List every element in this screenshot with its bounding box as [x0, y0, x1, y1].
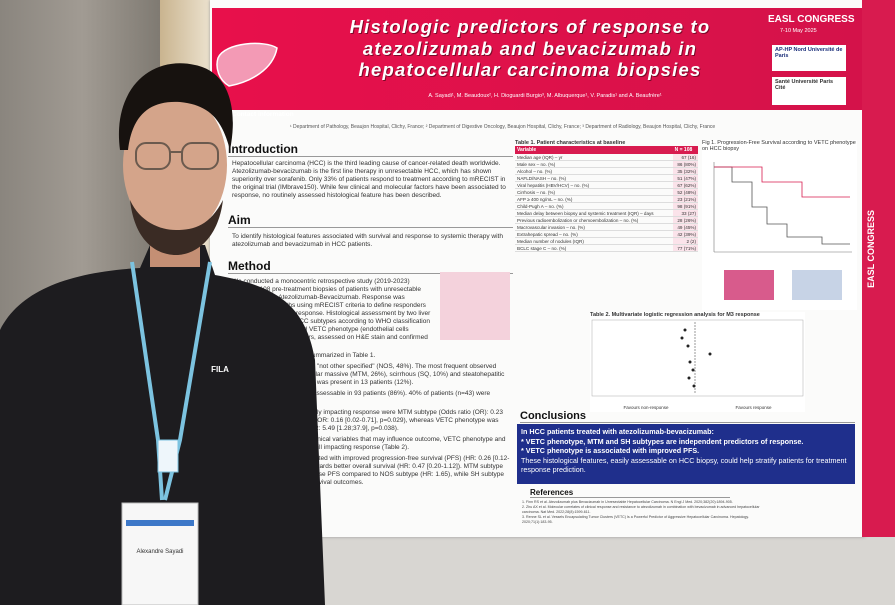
glasses — [181, 142, 219, 170]
table-cell: Male sex – no. (%) — [515, 160, 673, 168]
table-cell: Median delay between biopsy and systemic… — [515, 209, 673, 217]
section-heading: Method — [228, 259, 513, 274]
table-row: Male sex – no. (%) 86 (80%) — [515, 160, 698, 168]
table-cell: BCLC stage C – no. (%) — [515, 244, 673, 252]
table-cell: Macrovascular invasion – no. (%) — [515, 223, 673, 231]
figure1: Fig 1. Progression-Free Survival accordi… — [702, 140, 857, 310]
references: 1. Finn RS et al. Atezolizumab plus Beva… — [522, 500, 762, 525]
table-cell: Extrahepatic spread – no. (%) — [515, 230, 673, 238]
section-heading: Conclusions — [520, 410, 855, 423]
liver-icon — [216, 42, 278, 87]
badge-holder — [157, 439, 179, 473]
table-row: Median number of nodules (IQR) 2 (2) — [515, 237, 698, 245]
table-cell: AFP ≥ 400 ng/mL – no. (%) — [515, 195, 673, 203]
section-text: Hepatocellular carcinoma (HCC) is the th… — [232, 160, 506, 199]
logo: AP-HP Nord Université de Paris — [772, 45, 846, 71]
table-row: Previous radioembolization or chemoembol… — [515, 216, 698, 224]
table-cell: Median age (IQR) – yr — [515, 154, 673, 161]
table-cell: NAFLD/NASH – no. (%) — [515, 174, 673, 182]
table-cell: 51 (47%) — [672, 174, 698, 182]
section-heading: References — [530, 488, 730, 498]
sweater-logo: FILA — [211, 365, 229, 374]
table2: Table 2. Multivariate logistic regressio… — [590, 312, 805, 412]
section-heading: Introduction — [228, 142, 513, 157]
table-title: Table 1. Patient characteristics at base… — [515, 140, 626, 146]
table-row: AFP ≥ 400 ng/mL – no. (%) 23 (21%) — [515, 195, 698, 203]
table-row: BCLC stage C – no. (%) 77 (71%) — [515, 244, 698, 252]
reference: 3. Renne SL et al. Vessels Encapsulating… — [522, 515, 749, 524]
authors: A. Sayadi¹, M. Beaudoux², H. Dioguardi B… — [428, 93, 662, 99]
table-cell: 49 (45%) — [672, 223, 698, 231]
table-cell: 33 (27) — [672, 209, 698, 217]
km-plot — [713, 162, 852, 300]
reference: 2. Zhu AX et al. Molecular correlates of… — [522, 505, 760, 514]
reference: 1. Finn RS et al. Atezolizumab plus Beva… — [522, 500, 733, 504]
table-row: Cirrhosis – no. (%) 52 (48%) — [515, 188, 698, 196]
table-cell: 2 (2) — [672, 237, 698, 245]
results-paragraph: Most HCC were classified as "not other s… — [232, 363, 505, 386]
table-row: Viral hepatitis (HBV/HCV) – no. (%) 67 (6… — [515, 181, 698, 189]
logo: Santé Université Paris Cité — [772, 77, 846, 105]
table-row: Alcohol – no. (%) 35 (32%) — [515, 167, 698, 175]
table-title: Table 2. Multivariate logistic regressio… — [590, 312, 760, 318]
axis-note: Favours response — [735, 405, 772, 410]
conclusion-line: * VETC phenotype, MTM and SH subtypes ar… — [521, 436, 804, 446]
hair — [118, 63, 233, 150]
table-cell: 52 (48%) — [672, 188, 698, 196]
table-cell: 23 (21%) — [672, 195, 698, 203]
table-cell: 35 (32%) — [672, 167, 698, 175]
table-row: Child-Pugh A – no. (%) 98 (91%) — [515, 202, 698, 210]
header-cell: Variable — [515, 146, 673, 154]
table-cell: 42 (39%) — [672, 230, 698, 238]
header-cell: N = 108 — [672, 146, 698, 154]
side-banner — [862, 0, 895, 537]
badge-name: Alexandre Sayadi — [136, 549, 183, 555]
table-cell: Child-Pugh A – no. (%) — [515, 202, 673, 210]
contact-heading: Contact information — [232, 111, 294, 118]
table-cell: 28 (26%) — [672, 216, 698, 224]
table-cell: Viral hepatitis (HBV/HCV) – no. (%) — [515, 181, 673, 189]
results-paragraph: After adjustment for known clinical vari… — [232, 436, 506, 451]
table-cell: Alcohol – no. (%) — [515, 167, 673, 175]
face — [123, 93, 227, 237]
method-figure — [440, 272, 510, 340]
table-header: Variable N = 108 — [515, 146, 698, 154]
table-cell: 86 (80%) — [672, 160, 698, 168]
table-row: Median age (IQR) – yr 67 (16) — [515, 154, 698, 161]
table-row: Extrahepatic spread – no. (%) 42 (39%) — [515, 230, 698, 238]
table-cell: Median number of nodules (IQR) — [515, 237, 673, 245]
table-cell: 98 (91%) — [672, 202, 698, 210]
lanyard — [163, 261, 212, 501]
congress-name: EASL CONGRESS — [768, 14, 855, 25]
table-cell: 67 (62%) — [672, 181, 698, 189]
conclusion-line: * VETC phenotype is associated with impr… — [521, 446, 700, 455]
forest-plot — [591, 319, 804, 397]
sweater — [0, 245, 325, 605]
affiliations: ¹ Department of Pathology, Beaujon Hospi… — [290, 124, 716, 130]
poster-header — [212, 8, 862, 110]
table-row: Median delay between biopsy and systemic… — [515, 209, 698, 217]
table: Variable N = 108 Median age (IQR) – yr 67 (… — [515, 146, 698, 252]
table-cell: 67 (16) — [672, 154, 698, 161]
table1: Table 1. Patient characteristics at base… — [515, 140, 698, 252]
conclusions-box: In HCC patients treated with atezolizuma… — [517, 424, 855, 484]
table-cell: Cirrhosis – no. (%) — [515, 188, 673, 196]
glasses — [135, 142, 171, 170]
beard — [130, 200, 223, 255]
table-row: NAFLD/NASH – no. (%) 51 (47%) — [515, 174, 698, 182]
conclusion-line: These histological features, easily asse… — [521, 455, 847, 475]
poster-title: Histologic predictors of response to ate… — [349, 16, 711, 80]
axis-note: Favours non-response — [623, 405, 669, 410]
table-row: Macrovascular invasion – no. (%) 49 (45%) — [515, 223, 698, 231]
conclusion-line: In HCC patients treated with atezolizuma… — [521, 427, 714, 436]
figure-title: Fig 1. Progression-Free Survival accordi… — [702, 140, 856, 152]
section-heading: Aim — [228, 213, 513, 228]
congress-dates: 7-10 May 2025 — [780, 28, 817, 34]
section-text: To identify histological features associ… — [232, 233, 503, 248]
table-cell: 77 (71%) — [672, 244, 698, 252]
table-cell: Previous radioembolization or chemoembol… — [515, 216, 673, 224]
